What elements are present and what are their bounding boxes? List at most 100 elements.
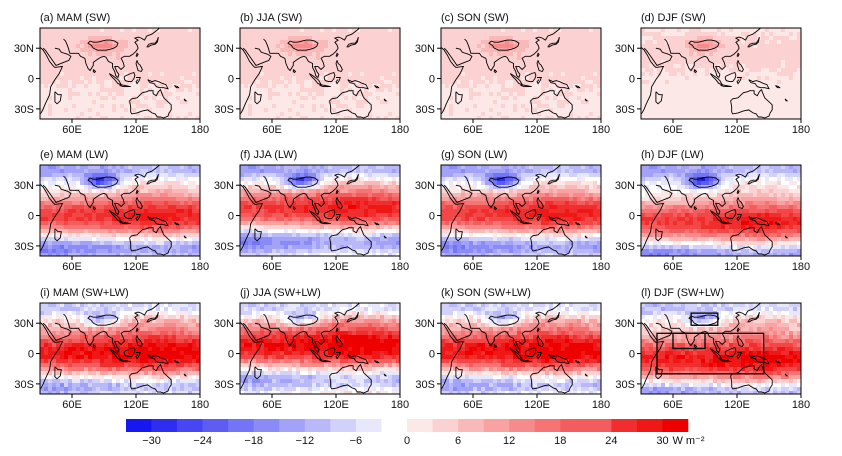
heatmap-cell	[168, 225, 173, 230]
heatmap-cell	[741, 52, 746, 57]
heatmap-cell	[709, 40, 714, 45]
heatmap-cell	[533, 64, 538, 69]
heatmap-cell	[725, 48, 730, 53]
heatmap-cell	[156, 205, 161, 210]
heatmap-cell	[473, 52, 478, 57]
heatmap-cell	[96, 44, 101, 49]
heatmap-cell	[76, 116, 81, 119]
heatmap-cell	[372, 88, 377, 93]
heatmap-cell	[48, 221, 53, 226]
heatmap-cell	[112, 177, 117, 182]
heatmap-cell	[192, 76, 197, 81]
heatmap-cell	[469, 76, 474, 81]
heatmap-cell	[52, 76, 57, 81]
heatmap-cell	[477, 68, 482, 73]
heatmap-cell	[272, 92, 277, 97]
heatmap-cell	[445, 36, 450, 41]
heatmap-cell	[356, 28, 361, 33]
heatmap-cell	[737, 56, 742, 61]
heatmap-cell	[649, 108, 654, 113]
heatmap-cell	[569, 60, 574, 65]
heatmap-cell	[52, 169, 57, 174]
heatmap-cell	[96, 68, 101, 73]
heatmap-cell	[541, 96, 546, 101]
heatmap-cell	[649, 48, 654, 53]
heatmap-cell	[128, 68, 133, 73]
coastline	[493, 69, 498, 74]
heatmap-cell	[525, 112, 530, 117]
heatmap-cell	[76, 205, 81, 210]
heatmap-cell	[545, 88, 550, 93]
heatmap-cell	[48, 209, 53, 214]
heatmap-cell	[148, 241, 153, 246]
heatmap-cell	[152, 253, 157, 256]
heatmap-cell	[304, 28, 309, 33]
heatmap-cell	[76, 44, 81, 49]
heatmap-cell	[709, 28, 714, 33]
coastline	[135, 214, 141, 222]
heatmap-cell	[441, 40, 446, 45]
heatmap-cell	[477, 116, 482, 119]
heatmap-cell	[116, 92, 121, 97]
heatmap-cell	[120, 173, 125, 178]
heatmap-cell	[469, 84, 474, 89]
heatmap-cell	[749, 64, 754, 69]
heatmap-cell	[40, 80, 45, 85]
heatmap-cell	[368, 72, 373, 77]
heatmap-cell	[116, 60, 121, 65]
heatmap-cell	[48, 80, 53, 85]
heatmap-cell	[348, 88, 353, 93]
heatmap-cell	[68, 209, 73, 214]
heatmap-cell	[56, 217, 61, 222]
heatmap-cell	[449, 108, 454, 113]
heatmap-cell	[68, 96, 73, 101]
heatmap-cell	[268, 44, 273, 49]
heatmap-cell	[693, 44, 698, 49]
heatmap-cell	[252, 165, 257, 170]
heatmap-cell	[473, 80, 478, 85]
heatmap-cell	[449, 64, 454, 69]
heatmap-cell	[172, 76, 177, 81]
heatmap-cell	[521, 48, 526, 53]
heatmap-cell	[336, 173, 341, 178]
heatmap-cell	[188, 205, 193, 210]
heatmap-cell	[753, 68, 758, 73]
heatmap-cell	[573, 80, 578, 85]
heatmap-cell	[380, 116, 385, 119]
heatmap-cell	[160, 52, 165, 57]
heatmap-cell	[120, 80, 125, 85]
heatmap-cell	[336, 84, 341, 89]
heatmap-cell	[316, 92, 321, 97]
heatmap-cell	[96, 233, 101, 238]
heatmap-cell	[68, 205, 73, 210]
heatmap-cell	[312, 32, 317, 37]
heatmap-cell	[312, 177, 317, 182]
heatmap-cell	[653, 104, 658, 109]
coastline	[383, 98, 388, 102]
heatmap-cell	[364, 76, 369, 81]
heatmap-cell	[260, 72, 265, 77]
heatmap-cell	[781, 108, 786, 113]
heatmap-cell	[44, 88, 49, 93]
heatmap-cell	[509, 84, 514, 89]
heatmap-cell	[533, 108, 538, 113]
heatmap-cell	[477, 52, 482, 57]
heatmap-cell	[577, 44, 582, 49]
heatmap-cell	[56, 40, 61, 45]
heatmap-cell	[280, 56, 285, 61]
heatmap-cell	[757, 96, 762, 101]
heatmap-cell	[40, 169, 45, 174]
heatmap-cell	[152, 237, 157, 242]
heatmap-cell	[156, 104, 161, 109]
heatmap-cell	[300, 84, 305, 89]
heatmap-cell	[148, 185, 153, 190]
heatmap-cell	[96, 52, 101, 57]
heatmap-cell	[673, 60, 678, 65]
heatmap-cell	[677, 48, 682, 53]
heatmap-cell	[785, 112, 790, 117]
heatmap-cell	[172, 96, 177, 101]
heatmap-cell	[380, 177, 385, 182]
heatmap-cell	[192, 229, 197, 234]
heatmap-cell	[132, 169, 137, 174]
heatmap-cell	[745, 44, 750, 49]
